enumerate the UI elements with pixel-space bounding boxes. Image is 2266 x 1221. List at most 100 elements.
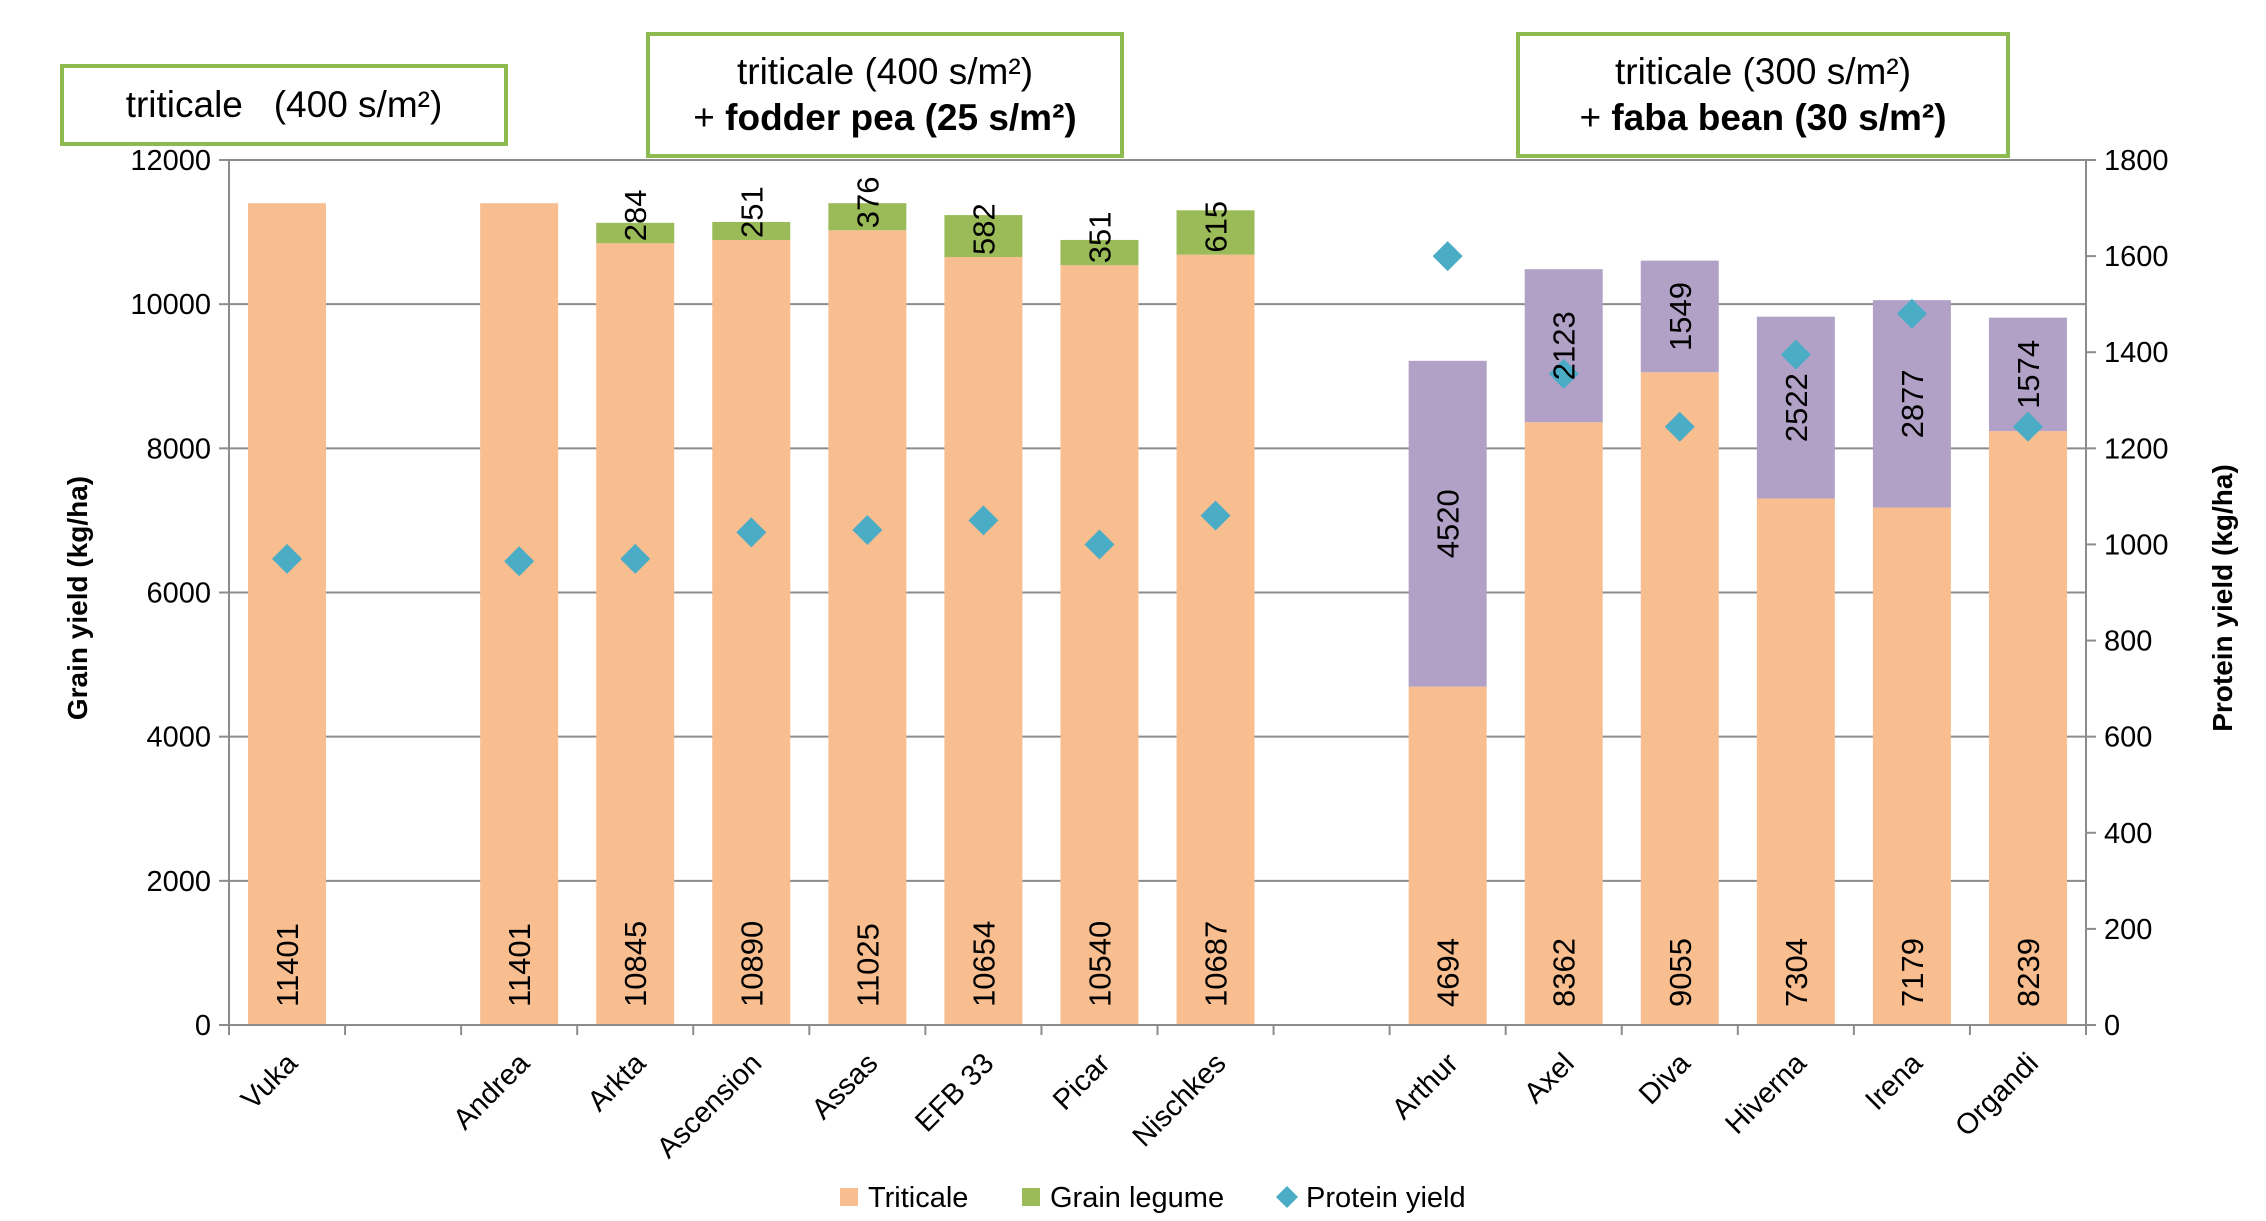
triticale-value-label: 7304 bbox=[1779, 938, 1814, 1007]
y2-tick-label: 1600 bbox=[2104, 241, 2169, 273]
triticale-value-label: 8362 bbox=[1547, 938, 1582, 1007]
y-tick-label: 8000 bbox=[146, 433, 211, 465]
group-label-line2: + fodder pea (25 s/m²) bbox=[693, 95, 1076, 141]
faba-bean-bar bbox=[1872, 300, 1951, 508]
y2-tick-label: 1000 bbox=[2104, 529, 2169, 561]
triticale-value-label: 10845 bbox=[618, 921, 653, 1007]
triticale-bar bbox=[1408, 686, 1487, 1025]
y-tick-label: 4000 bbox=[146, 722, 211, 754]
legume-value-label: 582 bbox=[966, 203, 1001, 255]
x-category-label: Arkta bbox=[582, 1047, 653, 1118]
x-category-label: Assas bbox=[806, 1047, 884, 1125]
triticale-value-label: 4694 bbox=[1431, 938, 1466, 1007]
group-label-line2: + faba bean (30 s/m²) bbox=[1579, 95, 1946, 141]
group-label-triticale: triticale (400 s/m²) bbox=[60, 64, 508, 146]
legume-value-label: 351 bbox=[1082, 212, 1117, 264]
legume-value-label: 376 bbox=[850, 177, 885, 229]
protein-yield-point bbox=[968, 505, 999, 536]
axes bbox=[219, 159, 2096, 1035]
triticale-value-label: 10654 bbox=[966, 921, 1001, 1007]
faba-bean-bar bbox=[1408, 360, 1487, 687]
y-axis-title: Grain yield (kg/ha) bbox=[62, 476, 93, 720]
triticale-bar bbox=[480, 203, 559, 1025]
legume-value-label: 2123 bbox=[1547, 311, 1582, 380]
fodder-pea-bar bbox=[1176, 210, 1255, 255]
y2-tick-label: 600 bbox=[2104, 722, 2152, 754]
legume-value-label: 251 bbox=[734, 186, 769, 238]
legume-value-label: 2877 bbox=[1895, 369, 1930, 438]
legume-value-label: 2522 bbox=[1779, 373, 1814, 442]
group-label-faba-bean: triticale (300 s/m²) + faba bean (30 s/m… bbox=[1516, 32, 2010, 158]
protein-yield-point bbox=[272, 543, 303, 574]
legend-protein-yield-swatch bbox=[1276, 1186, 1298, 1208]
x-category-label: Vuka bbox=[235, 1047, 304, 1116]
x-category-label: Organdi bbox=[1949, 1047, 2045, 1143]
triticale-bar bbox=[1524, 422, 1603, 1026]
triticale-bar bbox=[248, 203, 327, 1025]
x-category-label: Arthur bbox=[1386, 1047, 1465, 1126]
triticale-value-label: 10540 bbox=[1082, 921, 1117, 1007]
group-label-prefix: + bbox=[1579, 97, 1612, 138]
y2-tick-label: 200 bbox=[2104, 914, 2152, 946]
triticale-value-label: 11025 bbox=[850, 923, 885, 1007]
protein-yield-point bbox=[736, 517, 767, 548]
triticale-value-label: 8239 bbox=[2011, 938, 2046, 1007]
protein-yield-point bbox=[2012, 411, 2043, 442]
fodder-pea-bar bbox=[712, 221, 791, 241]
y2-tick-label: 1200 bbox=[2104, 433, 2169, 465]
tick-labels: 0 2000 4000 6000 8000 10000 12000 0 200 400 600 800… bbox=[130, 145, 2168, 1165]
triticale-value-label: 9055 bbox=[1663, 938, 1698, 1007]
fodder-pea-bar bbox=[1060, 239, 1139, 266]
protein-yield-point bbox=[1780, 339, 1811, 370]
group-label-line1: triticale (400 s/m²) bbox=[125, 83, 443, 125]
bars bbox=[248, 203, 2067, 1026]
legend: Triticale Grain legume Protein yield bbox=[840, 1182, 1466, 1214]
protein-yield-point bbox=[1432, 241, 1463, 272]
legend-grain-legume-swatch bbox=[1022, 1188, 1040, 1206]
group-label-prefix: + bbox=[693, 97, 726, 138]
x-category-label: Irena bbox=[1859, 1047, 1929, 1117]
legend-triticale-label: Triticale bbox=[868, 1182, 968, 1214]
faba-bean-bar bbox=[1640, 260, 1719, 373]
y-tick-label: 12000 bbox=[130, 145, 211, 177]
legume-value-label: 1574 bbox=[2011, 340, 2046, 409]
triticale-bar bbox=[596, 243, 675, 1026]
legume-value-label: 615 bbox=[1199, 201, 1234, 253]
legume-value-label: 1549 bbox=[1663, 282, 1698, 351]
y2-tick-label: 800 bbox=[2104, 626, 2152, 658]
group-label-line1: triticale (300 s/m²) bbox=[1614, 50, 1912, 92]
triticale-bar bbox=[944, 257, 1023, 1025]
protein-yield-point bbox=[1664, 411, 1695, 442]
y2-tick-label: 400 bbox=[2104, 818, 2152, 850]
bar-data-labels: 11401 11401 10845 284 10890 251 11025 376 10654 5… bbox=[270, 177, 2046, 1007]
triticale-value-label: 11401 bbox=[502, 923, 537, 1007]
y-tick-label: 0 bbox=[195, 1010, 211, 1042]
triticale-bar bbox=[712, 240, 791, 1025]
triticale-value-label: 11401 bbox=[270, 923, 305, 1007]
protein-yield-point bbox=[504, 546, 535, 577]
y2-axis-title: Protein yield (kg/ha) bbox=[2207, 464, 2238, 732]
group-label-line1: triticale (400 s/m²) bbox=[736, 50, 1034, 92]
triticale-bar bbox=[1872, 507, 1951, 1025]
y2-tick-label: 0 bbox=[2104, 1010, 2120, 1042]
triticale-bar bbox=[1640, 372, 1719, 1026]
triticale-bar bbox=[1176, 254, 1255, 1026]
protein-yield-point bbox=[852, 515, 883, 546]
triticale-bar bbox=[828, 230, 907, 1025]
triticale-bar bbox=[1756, 498, 1835, 1026]
triticale-value-label: 10687 bbox=[1199, 921, 1234, 1007]
x-category-label: EFB 33 bbox=[909, 1047, 1000, 1138]
y-tick-label: 2000 bbox=[146, 866, 211, 898]
y-tick-label: 6000 bbox=[146, 578, 211, 610]
x-category-label: Ascension bbox=[651, 1047, 768, 1164]
x-category-label: Andrea bbox=[447, 1047, 536, 1136]
legend-protein-yield-label: Protein yield bbox=[1306, 1182, 1466, 1214]
faba-bean-bar bbox=[1524, 269, 1603, 423]
fodder-pea-bar bbox=[596, 222, 675, 244]
protein-yield-point bbox=[1200, 500, 1231, 531]
y2-tick-label: 1800 bbox=[2104, 145, 2169, 177]
group-label-bold: faba bean (30 s/m²) bbox=[1611, 97, 1947, 138]
triticale-bar bbox=[1988, 431, 2067, 1025]
x-category-label: Nischkes bbox=[1127, 1047, 1233, 1153]
